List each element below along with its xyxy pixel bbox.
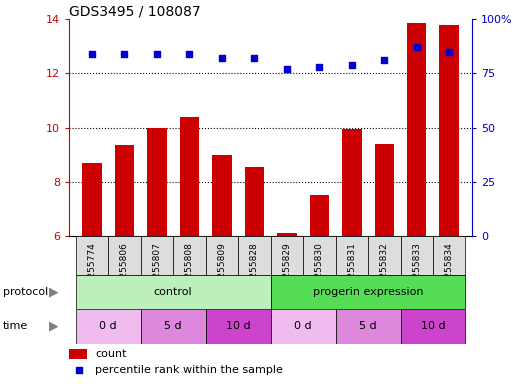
Text: 10 d: 10 d (226, 321, 250, 331)
Bar (271, 309, 336, 344)
Point (445, 49, 453, 55)
Point (185, 51, 193, 57)
Bar (206, 236, 238, 275)
Bar (271, 275, 465, 309)
Point (88, 51, 96, 57)
Text: time: time (3, 321, 28, 331)
Text: GSM255830: GSM255830 (315, 242, 324, 297)
Text: GSM255809: GSM255809 (218, 242, 226, 297)
Bar (141, 309, 206, 344)
Bar (206, 309, 271, 344)
Text: protocol: protocol (3, 287, 48, 297)
Point (348, 62, 356, 68)
Bar (433, 236, 465, 275)
Bar (82, 163, 102, 236)
Text: control: control (154, 287, 192, 297)
Bar (147, 127, 167, 236)
Text: count: count (95, 349, 127, 359)
Bar (271, 236, 303, 275)
Text: percentile rank within the sample: percentile rank within the sample (95, 366, 283, 376)
Bar (309, 195, 329, 236)
Bar (277, 233, 297, 236)
Bar (440, 25, 459, 236)
Bar (238, 236, 271, 275)
Point (380, 57, 388, 63)
Text: GSM255832: GSM255832 (380, 242, 389, 297)
Text: GSM255806: GSM255806 (120, 242, 129, 297)
Bar (76, 236, 108, 275)
Text: progerin expression: progerin expression (313, 287, 423, 297)
Bar (336, 236, 368, 275)
Bar (368, 236, 401, 275)
Text: GSM255834: GSM255834 (445, 242, 453, 297)
Text: GSM255807: GSM255807 (152, 242, 162, 297)
Point (315, 64, 323, 70)
Bar (180, 117, 199, 236)
Bar (342, 129, 362, 236)
Text: GSM255774: GSM255774 (88, 242, 96, 297)
Text: GSM255831: GSM255831 (347, 242, 357, 297)
Point (412, 44, 421, 50)
Bar (303, 236, 336, 275)
Bar (212, 155, 232, 236)
Bar (115, 145, 134, 236)
Text: GSM255829: GSM255829 (282, 242, 291, 297)
Bar (108, 236, 141, 275)
Bar (374, 144, 394, 236)
Point (153, 51, 161, 57)
Text: ▶: ▶ (49, 285, 58, 298)
Point (218, 55, 226, 61)
Bar (141, 236, 173, 275)
Bar (336, 309, 401, 344)
Text: GSM255808: GSM255808 (185, 242, 194, 297)
Text: 0 d: 0 d (294, 321, 312, 331)
Bar (401, 309, 465, 344)
Bar (173, 236, 206, 275)
Bar (76, 309, 141, 344)
Text: 5 d: 5 d (359, 321, 377, 331)
Point (283, 66, 291, 72)
Point (121, 51, 129, 57)
Text: 0 d: 0 d (100, 321, 117, 331)
Bar (76, 275, 271, 309)
Bar (407, 23, 426, 236)
Text: 5 d: 5 d (164, 321, 182, 331)
Text: ▶: ▶ (49, 320, 58, 333)
Bar (69, 349, 87, 359)
Point (250, 55, 259, 61)
Text: 10 d: 10 d (421, 321, 445, 331)
Bar (245, 167, 264, 236)
Point (75, 367, 84, 374)
Text: GSM255833: GSM255833 (412, 242, 421, 297)
Text: GSM255828: GSM255828 (250, 242, 259, 297)
Text: GDS3495 / 108087: GDS3495 / 108087 (69, 4, 201, 18)
Bar (401, 236, 433, 275)
